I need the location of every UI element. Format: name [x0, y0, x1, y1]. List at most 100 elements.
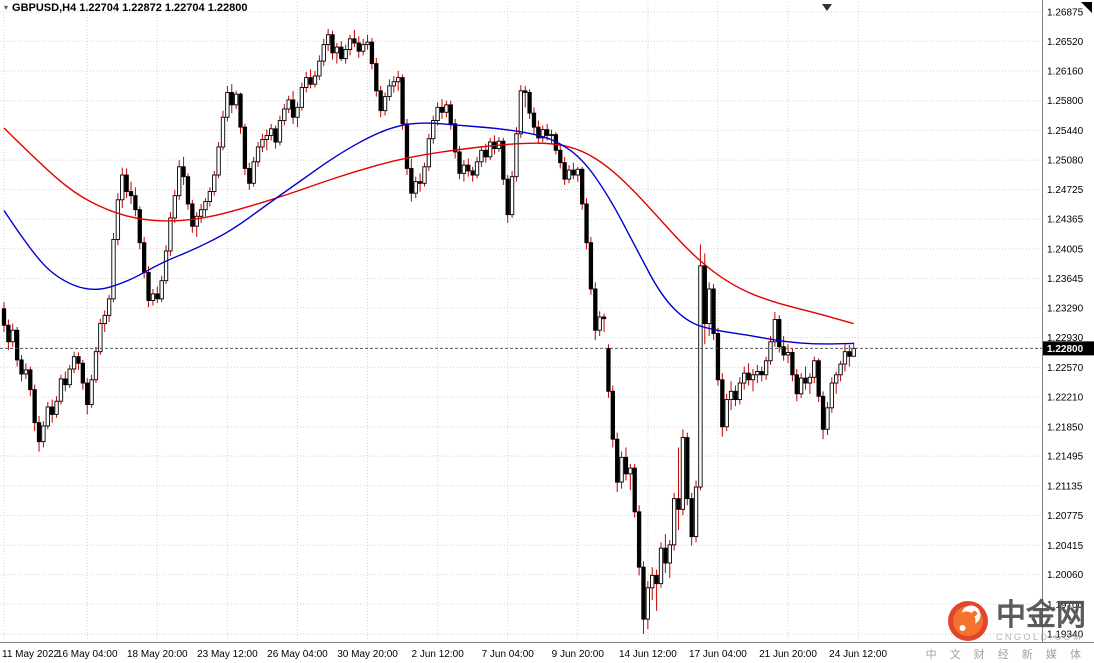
bear-candle [14, 329, 20, 361]
bull-candle [435, 106, 440, 122]
bull-candle [842, 351, 848, 365]
bull-candle [225, 92, 230, 118]
bull-candle [172, 195, 177, 219]
time-tick-label: 24 Jun 12:00 [829, 649, 887, 660]
bull-candle [177, 166, 182, 197]
bear-candle [400, 77, 405, 125]
bull-candle [334, 46, 340, 54]
bull-candle [742, 372, 747, 384]
bull-candle [115, 199, 121, 240]
bull-candle [807, 376, 813, 384]
bull-candle [479, 149, 484, 163]
bull-candle [260, 139, 265, 148]
bear-candle [339, 46, 344, 60]
grid-layer [0, 2, 1041, 641]
bear-candle [448, 104, 453, 125]
chart-shift-marker-icon[interactable] [822, 4, 832, 11]
bear-candle [80, 362, 85, 384]
bull-candle [269, 128, 274, 136]
bear-candle [794, 374, 799, 395]
price-tick-label: 1.20775 [1047, 511, 1084, 522]
bull-candle [106, 298, 112, 316]
time-tick-label: 23 May 12:00 [197, 649, 258, 660]
bear-candle [759, 371, 764, 376]
price-tick-label: 1.26160 [1047, 67, 1084, 78]
bull-candle [343, 49, 348, 60]
bear-candle [715, 333, 721, 381]
bull-candle [812, 360, 817, 378]
bear-candle [146, 271, 151, 301]
bear-candle [711, 288, 716, 334]
bear-candle [32, 389, 37, 424]
bear-candle [185, 176, 191, 205]
bear-candle [702, 265, 707, 325]
bull-candle [233, 93, 239, 106]
bull-candle [785, 352, 791, 356]
bear-candle [571, 169, 576, 176]
bear-candle [142, 242, 147, 273]
bear-candle [847, 351, 852, 357]
bear-candle [501, 140, 506, 180]
bull-candle [23, 369, 29, 375]
bear-candle [505, 178, 510, 216]
price-tick-label: 1.21135 [1047, 481, 1083, 492]
bear-candle [544, 129, 550, 136]
watermark-brand: 中金网 [996, 598, 1086, 632]
bear-candle [676, 498, 681, 510]
bear-candle [527, 92, 532, 114]
time-tick-label: 14 Jun 12:00 [619, 649, 677, 660]
bull-candle [851, 347, 856, 357]
watermark-domain: CNGOLD.COM [996, 632, 1084, 642]
price-tick-label: 1.22210 [1047, 393, 1084, 404]
price-tick-label: 1.25800 [1047, 96, 1084, 107]
cngold-watermark: 中金网 CNGOLD.COM 中 文 财 经 新 媒 体 [926, 598, 1086, 663]
bull-candle [737, 382, 742, 401]
bear-candle [746, 372, 751, 381]
bear-candle [457, 151, 462, 174]
price-tick-label: 1.20415 [1047, 541, 1084, 552]
bull-candle [619, 456, 624, 483]
bull-candle [111, 238, 116, 300]
time-tick-label: 2 Jun 12:00 [411, 649, 464, 660]
bear-candle [470, 170, 475, 176]
bear-candle [623, 456, 629, 475]
bull-candle [772, 319, 778, 343]
bear-candle [803, 377, 808, 384]
bull-candle [71, 356, 77, 370]
bear-candle [85, 382, 90, 405]
bear-candle [777, 319, 782, 348]
bull-candle [10, 329, 15, 343]
bear-candle [536, 126, 541, 139]
cngold-logo-icon [948, 600, 988, 641]
bull-candle [251, 161, 256, 184]
bear-candle [378, 90, 383, 112]
bull-candle [93, 351, 99, 381]
current-price-label: 1.22800 [1047, 344, 1084, 355]
bull-candle [212, 174, 217, 192]
bear-candle [238, 93, 243, 128]
bear-candle [601, 316, 607, 320]
bull-candle [518, 90, 523, 135]
bull-candle [207, 191, 213, 202]
bull-candle [461, 164, 467, 174]
bear-candle [636, 511, 642, 568]
price-tick-label: 1.21495 [1047, 452, 1084, 463]
bear-candle [588, 242, 594, 290]
bear-candle [36, 422, 42, 443]
bull-candle [829, 382, 834, 409]
time-tick-label: 11 May 2022 [2, 649, 60, 660]
bear-candle [531, 112, 537, 128]
price-axis[interactable]: 1.26875 1.26520 1.26160 1.25800 1.25440 1.250… [1047, 8, 1084, 641]
bear-candle [606, 347, 611, 392]
scale-corner-icon[interactable] [1081, 2, 1092, 13]
bear-candle [290, 99, 296, 118]
bear-candle [584, 203, 589, 244]
bull-candle [304, 77, 309, 88]
bear-candle [733, 390, 738, 401]
bull-candle [838, 363, 843, 376]
bull-candle [163, 250, 169, 282]
bull-candle [431, 120, 436, 140]
